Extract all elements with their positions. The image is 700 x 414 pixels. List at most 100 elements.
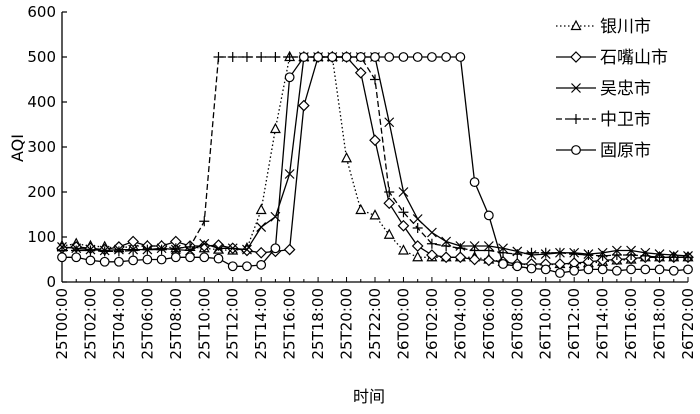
data-point — [397, 219, 410, 232]
data-point — [256, 260, 267, 270]
data-point — [412, 223, 423, 233]
data-point — [441, 52, 452, 62]
data-point — [384, 187, 395, 197]
series-4 — [57, 52, 693, 278]
x-tick-label: 25T08:00 — [167, 288, 185, 359]
data-point — [369, 209, 381, 220]
data-point — [142, 244, 153, 255]
data-point — [256, 222, 267, 233]
data-point — [355, 52, 366, 62]
data-point — [427, 52, 437, 62]
data-point — [571, 145, 581, 155]
data-point — [526, 263, 537, 274]
data-point — [455, 243, 466, 254]
data-point — [156, 244, 167, 255]
data-point — [412, 250, 424, 262]
data-point — [426, 249, 438, 261]
data-point — [498, 259, 508, 269]
data-point — [156, 254, 167, 265]
data-point — [468, 253, 481, 266]
x-tick-label: 26T08:00 — [508, 288, 526, 359]
data-point — [199, 216, 210, 227]
data-point — [128, 245, 139, 256]
data-point — [127, 235, 139, 248]
x-tick-label: 25T04:00 — [110, 288, 128, 359]
data-point — [383, 228, 395, 239]
y-axis-ticks: 0 100 200 300 400 500 600 — [27, 3, 67, 291]
data-point — [213, 243, 224, 254]
x-tick-label: 25T02:00 — [81, 288, 99, 359]
data-point — [241, 52, 252, 62]
data-point — [242, 244, 252, 255]
data-point — [255, 203, 267, 215]
data-point — [227, 52, 238, 62]
data-point — [113, 246, 124, 257]
x-axis-title: 时间 — [353, 387, 385, 406]
legend-label: 银川市 — [600, 17, 651, 37]
data-point — [384, 117, 395, 128]
data-point — [626, 264, 636, 275]
data-point — [569, 265, 580, 276]
data-point — [170, 252, 181, 263]
data-point — [683, 264, 693, 275]
data-point — [270, 52, 281, 62]
data-point — [654, 264, 665, 275]
data-point — [583, 250, 594, 260]
series-layer — [56, 50, 694, 278]
x-tick-label: 26T04:00 — [451, 288, 469, 359]
x-tick-label: 25T12:00 — [224, 288, 242, 359]
data-point — [441, 241, 452, 251]
data-point — [397, 244, 409, 255]
x-tick-label: 25T06:00 — [138, 288, 156, 359]
data-point — [313, 52, 323, 62]
data-point — [412, 214, 423, 224]
x-tick-label: 25T16:00 — [281, 288, 299, 359]
data-point — [454, 251, 467, 264]
legend-label: 石嘴山市 — [600, 48, 668, 68]
data-point — [640, 264, 651, 275]
data-point — [512, 249, 523, 260]
data-point — [398, 52, 409, 62]
data-point — [654, 252, 665, 263]
data-point — [227, 243, 238, 254]
x-tick-label: 25T22:00 — [366, 288, 384, 359]
data-point — [482, 254, 495, 267]
data-point — [369, 134, 381, 147]
data-point — [185, 252, 195, 263]
data-point — [512, 261, 523, 272]
data-point — [284, 52, 295, 62]
data-point — [99, 246, 110, 257]
data-point — [341, 151, 353, 163]
data-point — [213, 253, 224, 264]
data-point — [571, 83, 581, 93]
data-point — [683, 252, 693, 263]
data-point — [526, 247, 537, 258]
y-tick-label: 600 — [27, 3, 56, 21]
data-point — [298, 99, 310, 112]
data-point — [241, 244, 253, 257]
data-point — [483, 210, 494, 221]
data-point — [327, 52, 338, 62]
x-tick-label: 25T10:00 — [195, 288, 213, 359]
x-tick-label: 26T12:00 — [565, 288, 583, 359]
x-tick-label: 26T16:00 — [622, 288, 640, 359]
data-point — [398, 187, 409, 197]
data-point — [668, 265, 679, 276]
data-point — [540, 247, 551, 258]
x-axis-ticks: 25T00:00 25T02:00 25T04:00 25T06:00 25T08:00… — [53, 277, 697, 359]
y-tick-label: 0 — [46, 273, 56, 291]
data-point — [284, 169, 295, 179]
data-point — [469, 177, 480, 188]
data-point — [99, 256, 110, 267]
data-point — [426, 227, 437, 238]
data-point — [440, 251, 452, 264]
data-point — [269, 122, 281, 134]
data-point — [570, 19, 582, 31]
data-point — [597, 250, 608, 261]
data-point — [570, 51, 582, 63]
data-point — [611, 250, 622, 260]
data-point — [242, 261, 252, 272]
legend-label: 吴忠市 — [600, 79, 651, 99]
data-point — [128, 255, 139, 266]
